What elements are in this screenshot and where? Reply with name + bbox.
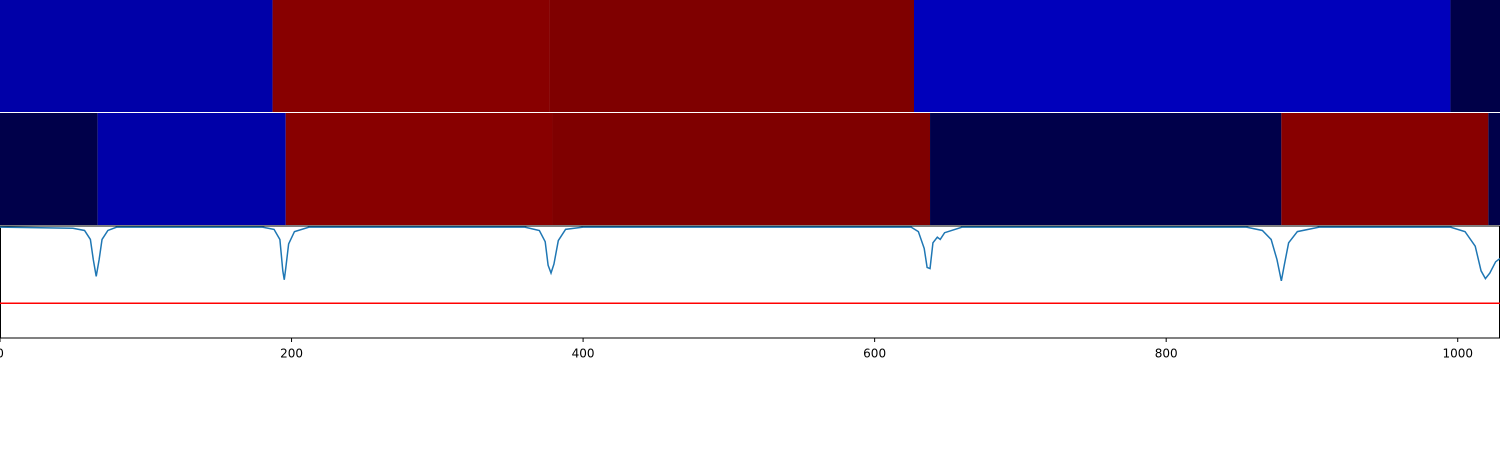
- segment: [549, 0, 914, 112]
- segment: [1281, 113, 1489, 225]
- x-tick-label: 1000: [1442, 347, 1473, 361]
- segment: [0, 0, 273, 112]
- segment: [97, 113, 286, 225]
- x-tick-label: 400: [572, 347, 595, 361]
- x-tick-label: 200: [280, 347, 303, 361]
- segment: [0, 113, 98, 225]
- x-tick-label: 600: [863, 347, 886, 361]
- segment: [930, 113, 1282, 225]
- segment: [1488, 113, 1500, 225]
- line: [0, 226, 1500, 282]
- x-tick-label: 0: [0, 347, 4, 361]
- segment: [272, 0, 550, 112]
- plot-frame: [0, 225, 1500, 339]
- x-tick-label: 800: [1155, 347, 1178, 361]
- segment: [1450, 0, 1500, 112]
- segment: [913, 0, 1451, 112]
- segment: [552, 113, 931, 225]
- segment: [285, 113, 553, 225]
